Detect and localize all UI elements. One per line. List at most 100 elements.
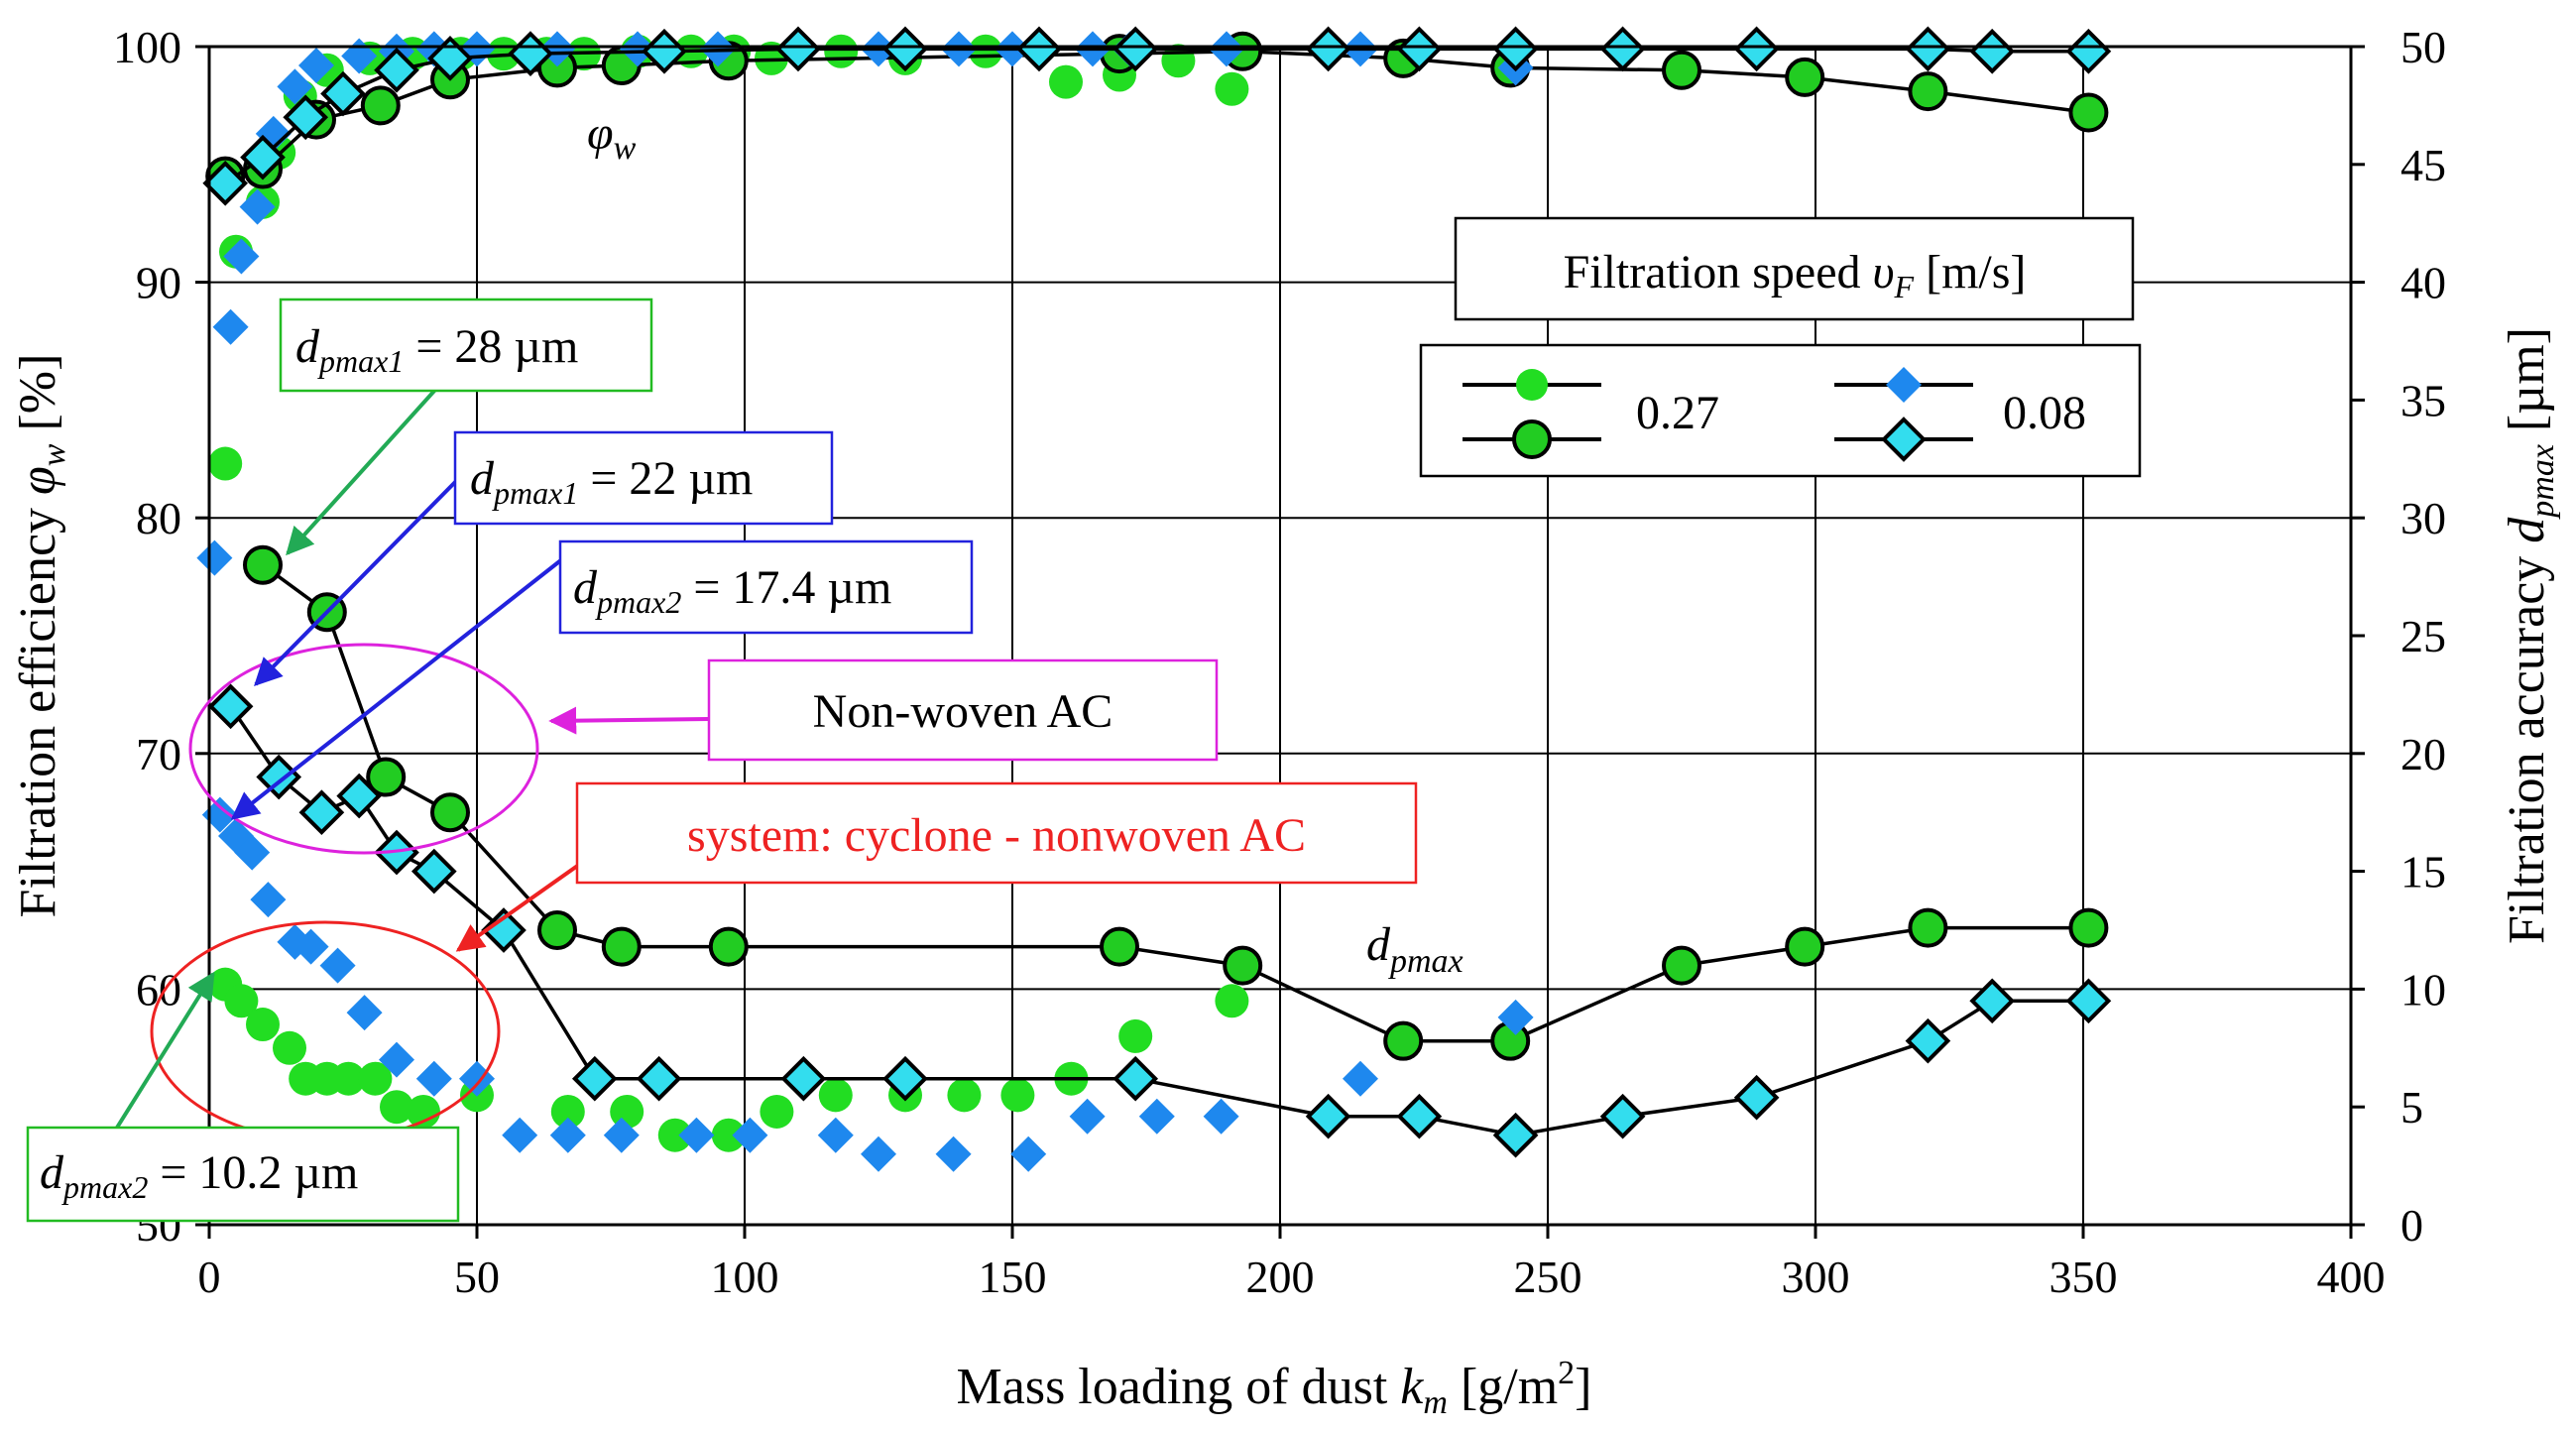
legend-entry-008: 0.08	[1834, 367, 2086, 462]
x-tick-label: 150	[979, 1252, 1047, 1302]
data-point	[1223, 945, 1263, 986]
data-point	[711, 1118, 746, 1152]
x-tick-label: 250	[1514, 1252, 1582, 1302]
data-point	[1492, 26, 1539, 72]
data-point	[224, 984, 259, 1018]
data-point	[882, 26, 928, 72]
data-point	[732, 1117, 768, 1153]
data-point	[273, 1030, 306, 1065]
legend-entry-027: 0.27	[1463, 369, 1719, 459]
data-point	[415, 1060, 452, 1097]
y-right-tick-label: 40	[2400, 258, 2446, 308]
data-point	[430, 792, 470, 833]
data-point	[2065, 978, 2112, 1024]
data-point	[379, 1041, 414, 1078]
data-point	[283, 94, 329, 141]
x-tick-label: 300	[1782, 1252, 1850, 1302]
data-point	[196, 539, 233, 576]
svg-text:dpmax1 = 28 µm: dpmax1 = 28 µm	[295, 320, 578, 379]
data-point	[234, 834, 271, 871]
series-layer	[196, 26, 2112, 1172]
svg-text:dpmax2 = 17.4 µm: dpmax2 = 17.4 µm	[573, 561, 891, 620]
data-point	[571, 1055, 618, 1102]
y-right-tick-label: 5	[2400, 1082, 2423, 1133]
data-point	[537, 910, 577, 950]
data-point	[2068, 92, 2109, 133]
data-point	[346, 995, 383, 1031]
y-right-tick-label: 45	[2400, 140, 2446, 190]
y-left-axis-title: Filtration efficiency φw [%]	[10, 354, 72, 918]
callout-blue1: dpmax1 = 22 µm	[453, 430, 834, 526]
data-point	[1112, 26, 1159, 72]
data-point	[374, 47, 419, 93]
data-point	[1905, 1017, 1951, 1064]
data-point	[1138, 1098, 1175, 1135]
data-point	[1492, 1112, 1539, 1158]
data-point	[1908, 907, 1948, 948]
phi-w-label: φw	[587, 107, 637, 167]
callout-blue2: dpmax2 = 17.4 µm	[558, 539, 974, 635]
data-point	[293, 928, 329, 965]
legend-marker-circle-fill	[1516, 369, 1548, 401]
data-point	[1785, 926, 1825, 967]
data-point	[636, 1055, 682, 1102]
data-point	[1396, 26, 1443, 72]
data-point	[223, 238, 260, 275]
data-point	[603, 1117, 640, 1153]
data-point	[882, 1055, 928, 1102]
data-point	[1969, 28, 2016, 74]
y-left-tick-label: 80	[136, 493, 181, 543]
data-point	[298, 48, 334, 84]
y-right-tick-label: 25	[2400, 611, 2446, 661]
data-point	[459, 1060, 495, 1097]
data-point	[1305, 26, 1351, 72]
callout-green2: dpmax2 = 10.2 µm	[26, 1126, 460, 1223]
data-point	[947, 1078, 982, 1113]
data-point	[360, 85, 401, 126]
data-point	[760, 1094, 794, 1129]
data-point	[1203, 1098, 1239, 1135]
data-point	[1383, 1020, 1424, 1061]
x-tick-label: 200	[1246, 1252, 1315, 1302]
y-right-tick-label: 10	[2400, 964, 2446, 1015]
callout-system: system: cyclone - nonwoven AC	[575, 781, 1418, 885]
data-point	[1100, 926, 1139, 967]
data-point	[319, 947, 356, 984]
legend-label-008: 0.08	[2003, 387, 2086, 439]
data-point	[207, 683, 254, 730]
data-point	[1599, 26, 1646, 72]
data-point	[1069, 1098, 1106, 1135]
data-point	[208, 446, 243, 481]
data-point	[620, 31, 655, 67]
y-left-tick-label: 60	[136, 964, 181, 1015]
legend-label-027: 0.27	[1636, 387, 1719, 439]
data-point	[642, 28, 687, 74]
y-right-axis-title: Filtration accuracy dpmax [µm]	[2499, 327, 2561, 944]
y-left-tick-label: 70	[136, 729, 181, 779]
svg-text:Non-woven AC: Non-woven AC	[813, 685, 1113, 738]
data-point	[1016, 26, 1062, 72]
data-point	[366, 757, 407, 797]
data-point	[1905, 26, 1951, 72]
callout-nonwoven: Non-woven AC	[707, 658, 1219, 762]
y-left-tick-label: 100	[113, 22, 181, 72]
data-point	[240, 134, 286, 180]
y-right-tick-label: 30	[2400, 493, 2446, 543]
blue1-arrow	[254, 469, 468, 686]
y-right-tick-label: 35	[2400, 375, 2446, 425]
svg-text:dpmax1 = 22 µm: dpmax1 = 22 µm	[470, 452, 753, 511]
data-point	[1908, 71, 1948, 112]
data-point	[780, 1055, 827, 1102]
series-7	[207, 683, 2112, 1158]
data-point	[1733, 1074, 1780, 1121]
y-left-tick-label: 90	[136, 258, 181, 308]
data-point	[657, 1118, 692, 1152]
data-point	[320, 70, 366, 117]
data-point	[601, 926, 642, 967]
data-point	[1000, 1078, 1035, 1113]
data-point	[2065, 28, 2112, 74]
data-point	[1010, 1135, 1047, 1172]
data-point	[336, 773, 383, 819]
data-point	[1662, 945, 1701, 986]
